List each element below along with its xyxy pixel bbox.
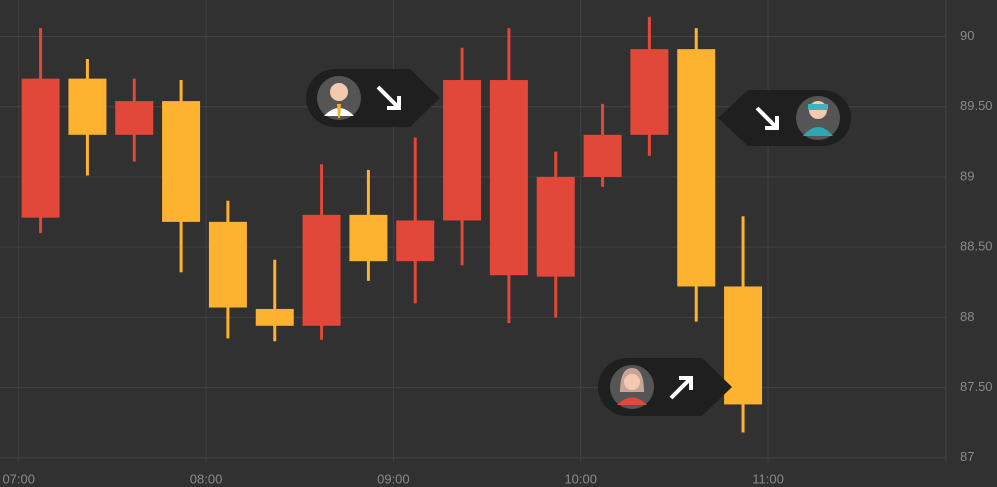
candle-body (115, 101, 154, 135)
y-tick-label: 87 (960, 449, 974, 464)
candle-body (255, 308, 294, 326)
y-tick-label: 88.50 (960, 239, 993, 254)
y-tick-label: 88 (960, 309, 974, 324)
candle-body (21, 78, 60, 218)
x-tick-label: 09:00 (377, 471, 410, 486)
candle-body (208, 221, 247, 308)
candle-body (396, 220, 435, 262)
x-tick-label: 07:00 (2, 471, 35, 486)
candle-body (724, 286, 763, 405)
x-tick-label: 08:00 (190, 471, 223, 486)
candle-body (162, 101, 201, 222)
candle-body (349, 214, 388, 262)
y-tick-label: 89 (960, 168, 974, 183)
candle-body (583, 134, 622, 177)
candle-body (677, 49, 716, 287)
x-tick-label: 10:00 (564, 471, 597, 486)
y-tick-label: 90 (960, 28, 974, 43)
candle-body (302, 214, 341, 326)
trader-bubble (598, 358, 732, 416)
candle-body (68, 78, 107, 135)
candle-body (443, 80, 482, 221)
candle-body (536, 176, 575, 277)
y-tick-label: 87.50 (960, 379, 993, 394)
candle-body (630, 49, 669, 135)
grid (0, 0, 946, 462)
candle-body (489, 80, 528, 276)
x-tick-label: 11:00 (752, 471, 784, 486)
candles (21, 16, 763, 433)
trader-bubble (306, 69, 440, 127)
trader-bubble (718, 90, 851, 146)
y-tick-label: 89.50 (960, 98, 993, 113)
